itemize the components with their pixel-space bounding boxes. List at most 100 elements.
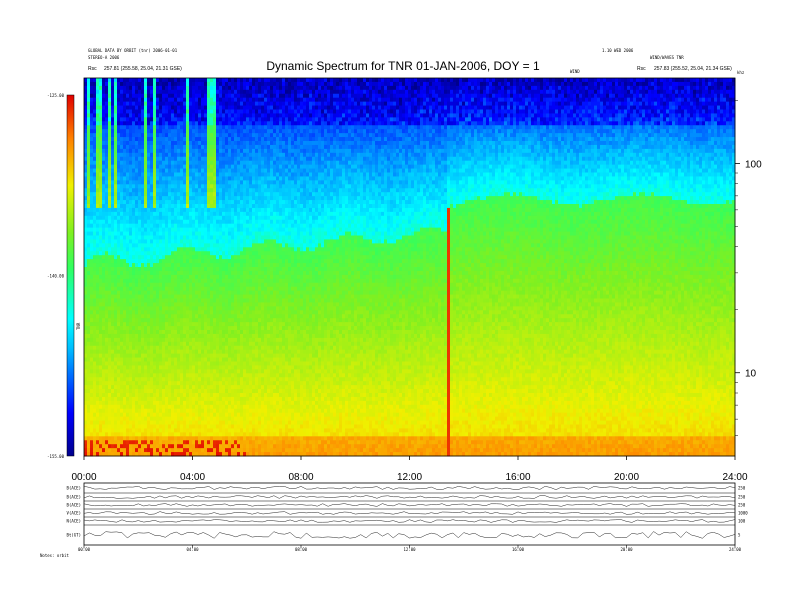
spectrum-cell [183,137,186,141]
spectrum-cell [144,365,147,369]
spectrum-cell [168,141,171,145]
spectrum-cell [219,106,222,110]
spectrum-cell [126,377,129,381]
spectrogram-heatmap [84,78,735,457]
spectrum-cell [210,243,213,247]
spectrum-cell [183,204,186,208]
spectrum-cell [150,358,153,362]
spectrum-cell [147,216,150,220]
spectrum-cell [222,377,225,381]
spectrum-cell [87,117,90,121]
spectrum-cell [150,271,153,275]
spectrum-cell [186,165,189,169]
spectrum-cell [207,302,210,306]
spectrum-cell [225,436,228,440]
spectrum-cell [111,117,114,121]
spectrum-cell [201,448,204,452]
spectrum-cell [186,381,189,385]
spectrum-cell [135,173,138,177]
spectrum-cell [129,141,132,145]
spectrum-cell [201,149,204,153]
spectrum-cell [144,255,147,259]
spectrum-cell [108,204,111,208]
spectrum-cell [177,196,180,200]
spectrum-cell [147,428,150,432]
spectrum-cell [102,196,105,200]
spectrum-cell [144,239,147,243]
spectrum-cell [192,362,195,366]
spectrum-cell [183,377,186,381]
spectrum-cell [210,428,213,432]
spectrum-cell [87,157,90,161]
spectrum-cell [237,192,240,196]
spectrum-cell [159,369,162,373]
spectrum-cell [162,310,165,314]
spectrum-cell [105,180,108,184]
spectrum-cell [210,354,213,358]
spectrum-cell [219,110,222,114]
spectrum-cell [132,306,135,310]
spectrum-cell [162,393,165,397]
spectrum-cell [108,275,111,279]
spectrum-cell [216,302,219,306]
spectrum-cell [129,354,132,358]
spectrum-cell [186,98,189,102]
spectrum-cell [201,362,204,366]
spectrum-cell [87,283,90,287]
spectrum-cell [183,228,186,232]
spectrum-cell [159,432,162,436]
spectrum-cell [183,436,186,440]
spectrum-cell [141,216,144,220]
spectrum-cell [204,263,207,267]
spectrum-cell [159,106,162,110]
spectrum-cell [174,299,177,303]
spectrum-cell [141,428,144,432]
spectrum-cell [99,302,102,306]
spectrum-cell [201,401,204,405]
spectrum-cell [228,346,231,350]
spectrum-cell [216,377,219,381]
spectrum-cell [201,173,204,177]
spectrum-cell [141,318,144,322]
spectrum-cell [99,318,102,322]
spectrum-cell [222,287,225,291]
spectrum-cell [156,373,159,377]
spectrum-cell [210,224,213,228]
spectrum-cell [177,243,180,247]
spectrum-cell [111,125,114,129]
spectrum-cell [198,220,201,224]
spectrum-cell [171,314,174,318]
spectrum-cell [204,157,207,161]
spectrum-cell [186,94,189,98]
spectrum-cell [105,326,108,330]
spectrum-cell [204,239,207,243]
spectrum-cell [231,389,234,393]
spectrum-cell [87,310,90,314]
spectrum-cell [231,362,234,366]
spectrum-cell [132,196,135,200]
spectrum-cell [165,137,168,141]
spectrum-cell [108,94,111,98]
spectrum-cell [231,184,234,188]
spectrum-cell [84,401,87,405]
spectrum-cell [210,389,213,393]
spectrum-cell [147,425,150,429]
spectrum-cell [225,216,228,220]
spectrum-cell [198,389,201,393]
spectrum-cell [84,448,87,452]
spectrum-cell [84,405,87,409]
spectrum-cell [156,318,159,322]
spectrum-cell [201,200,204,204]
spectrum-cell [171,86,174,90]
spectrum-cell [129,346,132,350]
spectrum-cell [177,129,180,133]
spectrum-cell [90,299,93,303]
spectrum-cell [93,212,96,216]
spectrum-cell [186,428,189,432]
spectrum-cell [204,98,207,102]
spectrum-cell [150,314,153,318]
spectrum-cell [162,295,165,299]
spectrum-cell [189,444,192,448]
spectrum-cell [123,232,126,236]
spectrum-cell [156,393,159,397]
